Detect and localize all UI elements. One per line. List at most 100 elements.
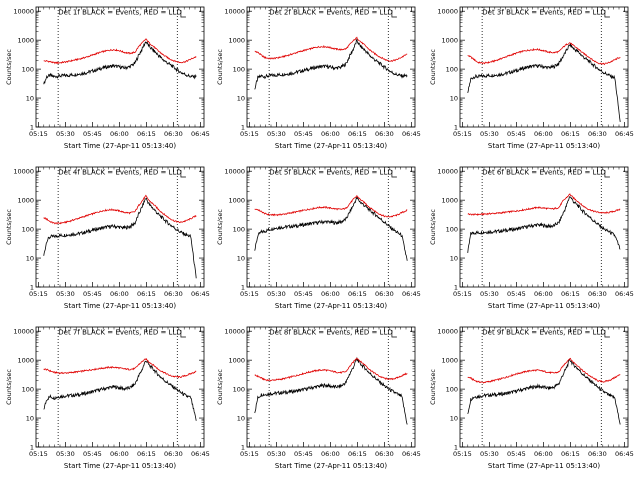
y-tick-label: 100 [446, 225, 458, 233]
x-tick-label: 05:30 [267, 450, 286, 458]
y-tick-label: 100 [22, 225, 34, 233]
x-tick-label: 05:45 [294, 130, 313, 138]
series-lld-line [43, 194, 197, 225]
chart-title: Det 4f BLACK = Events, RED = LLD [58, 169, 181, 177]
time-marker [604, 170, 610, 178]
x-tick-label: 05:15 [29, 290, 48, 298]
x-tick-label: 06:00 [534, 290, 553, 298]
time-marker [180, 330, 186, 338]
x-tick-label: 06:30 [375, 450, 394, 458]
chart-title: Det 9f BLACK = Events, RED = LLD [482, 329, 605, 337]
x-tick-label: 05:45 [507, 450, 526, 458]
chart-title: Det 5f BLACK = Events, RED = LLD [269, 169, 392, 177]
lightcurve-panel: Det 4f BLACK = Events, RED = LLD Counts/s… [5, 166, 210, 310]
series-lld-line [467, 193, 621, 216]
y-tick-label: 1000 [441, 196, 458, 204]
x-tick-label: 06:00 [534, 130, 553, 138]
x-axis-label: Start Time (27-Apr-11 05:13:40) [64, 302, 176, 310]
x-tick-label: 06:45 [191, 290, 210, 298]
plot-frame [35, 6, 205, 128]
y-tick-label: 1000 [228, 196, 245, 204]
x-tick-label: 05:30 [56, 290, 75, 298]
y-tick-label: 10 [26, 254, 34, 262]
y-axis-label: Counts/sec [216, 49, 224, 85]
x-tick-label: 06:00 [110, 130, 129, 138]
y-tick-label: 1 [454, 443, 458, 451]
y-tick-label: 100 [233, 385, 245, 393]
y-tick-label: 10 [26, 94, 34, 102]
x-tick-label: 06:15 [348, 130, 367, 138]
y-tick-label: 100 [22, 385, 34, 393]
y-tick-label: 10000 [437, 168, 458, 176]
time-marker [604, 330, 610, 338]
x-tick-label: 06:00 [321, 450, 340, 458]
series-lld-line [467, 42, 621, 66]
x-tick-label: 06:00 [110, 290, 129, 298]
series-events-line [467, 196, 621, 254]
y-axis-label: Counts/sec [5, 369, 13, 405]
y-tick-label: 1 [30, 443, 34, 451]
x-tick-label: 05:15 [453, 290, 472, 298]
x-axis-label: Start Time (27-Apr-11 05:13:40) [275, 302, 387, 310]
x-tick-label: 06:15 [137, 130, 156, 138]
x-tick-label: 06:15 [561, 130, 580, 138]
y-axis-label: Counts/sec [429, 209, 437, 245]
x-tick-label: 06:15 [561, 290, 580, 298]
time-marker [391, 10, 397, 18]
plot-frame [459, 166, 629, 288]
x-tick-label: 05:15 [29, 130, 48, 138]
y-tick-label: 1 [30, 283, 34, 291]
y-tick-label: 100 [446, 65, 458, 73]
x-tick-label: 06:15 [137, 450, 156, 458]
y-tick-label: 10000 [224, 328, 245, 336]
time-marker [391, 170, 397, 178]
time-marker [391, 330, 397, 338]
x-axis-label: Start Time (27-Apr-11 05:13:40) [488, 462, 600, 470]
y-tick-label: 10 [450, 94, 458, 102]
y-tick-label: 100 [446, 385, 458, 393]
x-tick-label: 06:00 [321, 130, 340, 138]
lightcurve-panel: Det 3f BLACK = Events, RED = LLD Counts/s… [429, 6, 634, 150]
y-tick-label: 100 [233, 225, 245, 233]
y-tick-label: 1000 [441, 356, 458, 364]
y-tick-label: 10 [26, 414, 34, 422]
x-tick-label: 06:15 [561, 450, 580, 458]
x-tick-label: 06:30 [588, 450, 607, 458]
y-tick-label: 10 [450, 254, 458, 262]
x-tick-label: 05:45 [83, 290, 102, 298]
y-tick-label: 1000 [17, 196, 34, 204]
y-tick-label: 1000 [17, 356, 34, 364]
y-tick-label: 10000 [13, 8, 34, 16]
plot-frame [459, 6, 629, 128]
x-tick-label: 06:45 [402, 130, 421, 138]
y-tick-label: 10 [450, 414, 458, 422]
y-tick-label: 1 [241, 283, 245, 291]
lightcurve-panel: Det 6f BLACK = Events, RED = LLD Counts/s… [429, 166, 634, 310]
x-tick-label: 06:45 [191, 450, 210, 458]
y-tick-label: 10000 [13, 328, 34, 336]
y-axis-label: Counts/sec [216, 369, 224, 405]
y-axis-label: Counts/sec [429, 49, 437, 85]
y-tick-label: 1 [454, 283, 458, 291]
y-tick-label: 100 [233, 65, 245, 73]
x-tick-label: 06:45 [615, 130, 634, 138]
x-tick-label: 05:30 [267, 290, 286, 298]
y-axis-label: Counts/sec [5, 49, 13, 85]
x-axis-label: Start Time (27-Apr-11 05:13:40) [488, 302, 600, 310]
y-tick-label: 10 [237, 254, 245, 262]
x-tick-label: 06:30 [588, 290, 607, 298]
x-tick-label: 05:15 [453, 130, 472, 138]
x-tick-label: 06:45 [402, 290, 421, 298]
y-tick-label: 1000 [228, 356, 245, 364]
series-events-line [254, 356, 408, 425]
y-tick-label: 10000 [437, 328, 458, 336]
x-tick-label: 06:15 [348, 450, 367, 458]
plot-frame [246, 326, 416, 448]
x-tick-label: 05:30 [480, 130, 499, 138]
x-tick-label: 06:30 [164, 450, 183, 458]
series-lld-line [43, 357, 197, 379]
y-tick-label: 10 [237, 94, 245, 102]
plot-frame [35, 326, 205, 448]
y-tick-label: 10 [237, 414, 245, 422]
